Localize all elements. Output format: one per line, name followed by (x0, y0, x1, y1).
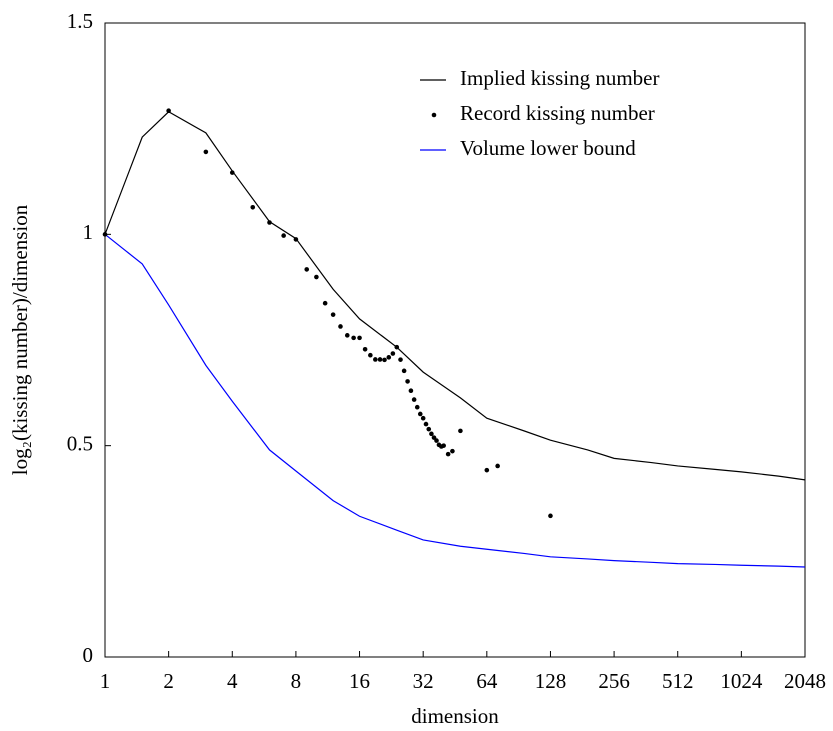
scatter-point (250, 204, 256, 210)
y-axis-label: log₂(kissing number)/dimension (8, 204, 32, 475)
scatter-point (434, 438, 439, 443)
scatter-point (420, 415, 426, 421)
scatter-point (445, 451, 451, 457)
scatter-point (423, 421, 429, 427)
scatter-point (344, 333, 350, 338)
scatter-point (405, 379, 410, 384)
y-tick-label: 1 (83, 220, 94, 244)
scatter-point (357, 335, 362, 341)
legend-label: Record kissing number (460, 101, 655, 125)
scatter-point (450, 448, 455, 454)
y-tick-label: 0 (83, 643, 94, 667)
scatter-point (304, 267, 310, 272)
scatter-point (351, 335, 356, 341)
series-line (104, 233, 806, 568)
scatter-point (398, 357, 403, 362)
y-tick-label: 0.5 (67, 431, 93, 455)
scatter-point (429, 431, 434, 437)
x-axis-label: dimension (411, 704, 499, 728)
scatter-point (417, 411, 423, 417)
scatter-point (293, 237, 299, 242)
x-tick-label: 256 (598, 669, 630, 693)
legend-marker (431, 112, 437, 118)
x-tick-label: 512 (662, 669, 694, 693)
x-tick-label: 1 (100, 669, 111, 693)
scatter-point (102, 232, 108, 237)
x-tick-label: 128 (535, 669, 567, 693)
scatter-point (414, 404, 420, 410)
scatter-point (394, 344, 400, 350)
legend-label: Implied kissing number (460, 66, 659, 90)
scatter-point (368, 352, 373, 358)
series-line (104, 111, 806, 481)
scatter-point (322, 300, 328, 306)
scatter-point (458, 428, 463, 434)
scatter-point (386, 355, 392, 360)
plot-frame (104, 22, 806, 658)
scatter-point (330, 312, 336, 317)
scatter-point (411, 397, 417, 402)
scatter-point (390, 351, 396, 356)
scatter-point (548, 513, 553, 519)
scatter-point (314, 274, 319, 280)
scatter-point (203, 149, 209, 155)
scatter-point (281, 233, 286, 238)
scatter-point (441, 443, 446, 448)
scatter-point (382, 357, 387, 363)
scatter-point (373, 357, 378, 362)
scatter-point (377, 357, 383, 362)
scatter-point (338, 324, 343, 329)
x-tick-label: 16 (349, 669, 370, 693)
x-tick-label: 4 (227, 669, 238, 693)
scatter-point (408, 388, 414, 394)
x-tick-label: 64 (476, 669, 498, 693)
x-tick-label: 2 (163, 669, 174, 693)
y-tick-label: 1.5 (67, 9, 93, 33)
scatter-point (426, 426, 432, 432)
x-tick-label: 1024 (720, 669, 763, 693)
scatter-point (229, 170, 235, 175)
legend-label: Volume lower bound (460, 136, 636, 160)
scatter-point (166, 108, 171, 114)
x-tick-label: 2048 (784, 669, 826, 693)
x-tick-label: 32 (413, 669, 434, 693)
scatter-point (267, 220, 272, 225)
scatter-point (495, 463, 500, 469)
scatter-point (362, 346, 368, 352)
scatter-point (484, 467, 490, 473)
scatter-point (401, 368, 407, 374)
x-tick-label: 8 (291, 669, 302, 693)
